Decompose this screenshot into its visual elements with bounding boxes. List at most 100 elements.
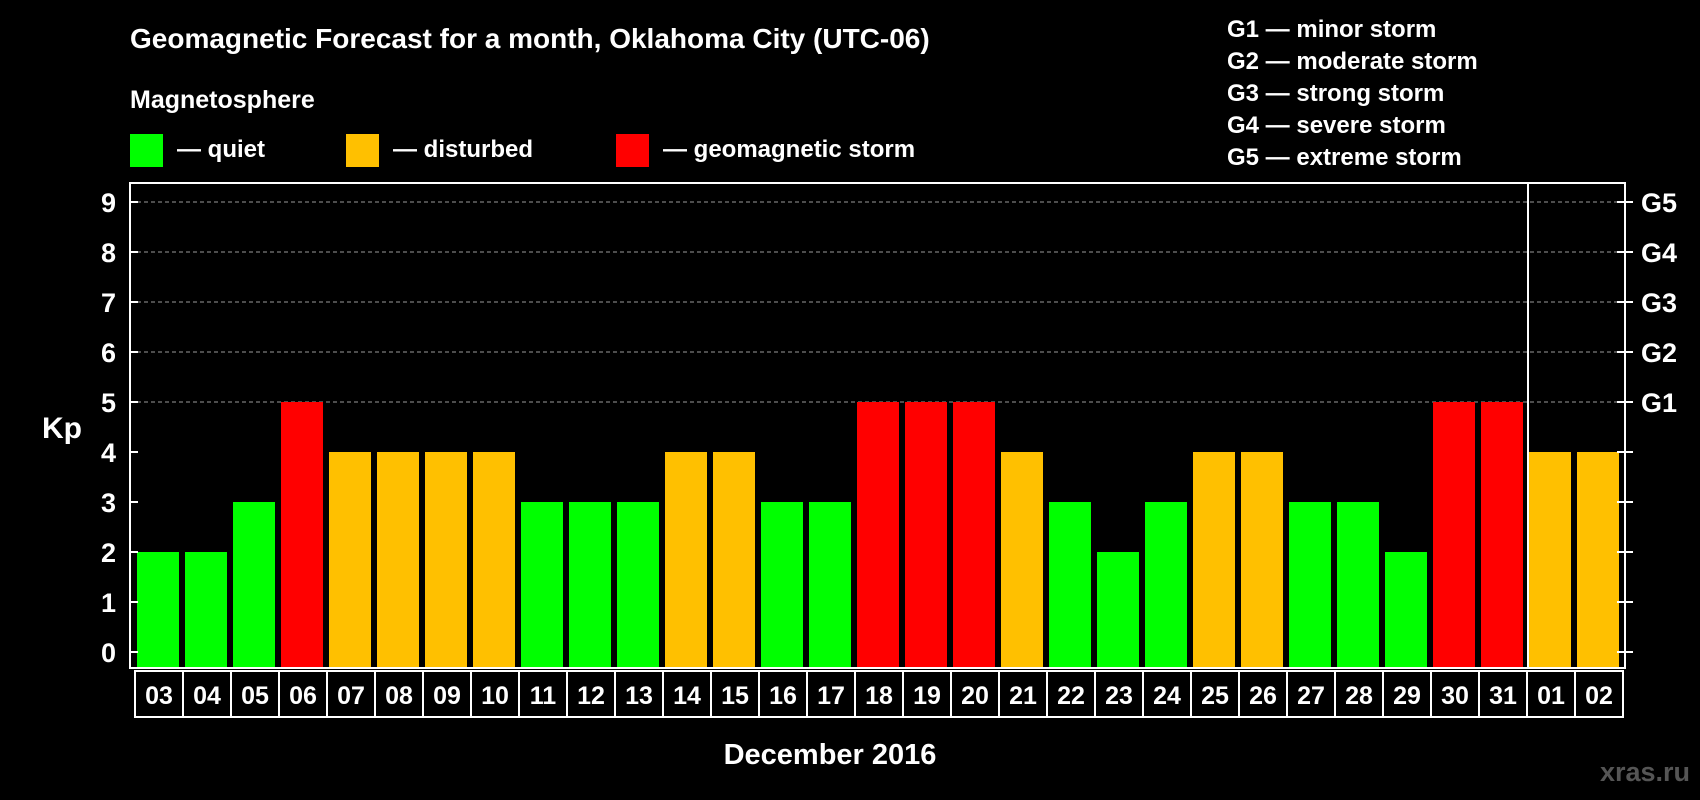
x-tick-label-10: 10 xyxy=(481,682,509,710)
plot-frame xyxy=(129,182,1626,669)
x-tick-label-08: 08 xyxy=(385,682,413,710)
bar-05 xyxy=(233,502,275,668)
bars xyxy=(137,402,1619,668)
x-tick-label-13: 13 xyxy=(625,682,653,710)
x-tick-label-26: 26 xyxy=(1249,682,1277,710)
x-tick-label-24: 24 xyxy=(1153,682,1181,710)
bar-09 xyxy=(425,452,467,668)
bar-21 xyxy=(1001,452,1043,668)
y-tick-label-2: 2 xyxy=(101,538,116,568)
bar-31 xyxy=(1481,402,1523,668)
bar-17 xyxy=(809,502,851,668)
x-tick-label-06: 06 xyxy=(289,682,317,710)
bar-03 xyxy=(137,552,179,668)
y-tick-label-6: 6 xyxy=(101,338,116,368)
bar-13 xyxy=(617,502,659,668)
x-tick-label-29: 29 xyxy=(1393,682,1421,710)
x-tick-label-01: 01 xyxy=(1537,682,1565,710)
bar-25 xyxy=(1193,452,1235,668)
bar-15 xyxy=(713,452,755,668)
storm-scale-g1: G1 — minor storm xyxy=(1227,16,1436,43)
x-tick-label-17: 17 xyxy=(817,682,845,710)
storm-scale-g3: G3 — strong storm xyxy=(1227,80,1444,107)
bar-07 xyxy=(329,452,371,668)
bar-01 xyxy=(1529,452,1571,668)
x-tick-label-18: 18 xyxy=(865,682,893,710)
x-tick-labels: 03 04 05 06 07 08 09 10 11 12 13 14 15 16 17 18 19 20 21 22… xyxy=(134,670,1624,718)
legend-label-disturbed: — disturbed xyxy=(393,136,533,163)
bar-04 xyxy=(185,552,227,668)
legend-swatch-disturbed xyxy=(346,134,379,167)
legend-swatch-quiet xyxy=(130,134,163,167)
y-tick-label-3: 3 xyxy=(101,488,116,518)
y-tick-label-5: 5 xyxy=(101,388,116,418)
legend-label-quiet: — quiet xyxy=(177,136,265,163)
x-tick-label-27: 27 xyxy=(1297,682,1325,710)
x-tick-label-12: 12 xyxy=(577,682,605,710)
bar-14 xyxy=(665,452,707,668)
x-tick-label-02: 02 xyxy=(1585,682,1613,710)
bar-22 xyxy=(1049,502,1091,668)
bar-23 xyxy=(1097,552,1139,668)
bar-08 xyxy=(377,452,419,668)
bar-11 xyxy=(521,502,563,668)
y-tick-label-1: 1 xyxy=(101,588,116,618)
bar-28 xyxy=(1337,502,1379,668)
right-tick-label-g3: G3 xyxy=(1641,288,1677,318)
x-tick-label-03: 03 xyxy=(145,682,173,710)
x-tick-label-16: 16 xyxy=(769,682,797,710)
y-tick-label-0: 0 xyxy=(101,638,116,668)
x-tick-label-28: 28 xyxy=(1345,682,1373,710)
bar-18 xyxy=(857,402,899,668)
bar-20 xyxy=(953,402,995,668)
bar-24 xyxy=(1145,502,1187,668)
y-tick-label-8: 8 xyxy=(101,238,116,268)
x-tick-label-21: 21 xyxy=(1009,682,1037,710)
bar-19 xyxy=(905,402,947,668)
x-tick-label-04: 04 xyxy=(193,682,221,710)
x-tick-label-19: 19 xyxy=(913,682,941,710)
x-tick-label-31: 31 xyxy=(1489,682,1517,710)
y-axis-label: Kp xyxy=(42,412,82,445)
bar-16 xyxy=(761,502,803,668)
chart-title: Geomagnetic Forecast for a month, Oklaho… xyxy=(130,23,930,54)
x-tick-label-20: 20 xyxy=(961,682,989,710)
grid-lines xyxy=(130,183,1625,668)
x-tick-label-25: 25 xyxy=(1201,682,1229,710)
x-axis-label: December 2016 xyxy=(724,739,937,771)
y-tick-label-9: 9 xyxy=(101,188,116,218)
bar-29 xyxy=(1385,552,1427,668)
x-tick-label-14: 14 xyxy=(673,682,701,710)
storm-scale-g2: G2 — moderate storm xyxy=(1227,48,1478,75)
bar-30 xyxy=(1433,402,1475,668)
legend-label-storm: — geomagnetic storm xyxy=(663,136,915,163)
y-tick-label-7: 7 xyxy=(101,288,116,318)
bar-10 xyxy=(473,452,515,668)
right-tick-label-g2: G2 xyxy=(1641,338,1677,368)
x-tick-label-23: 23 xyxy=(1105,682,1133,710)
watermark: xras.ru xyxy=(1600,757,1690,787)
x-tick-label-15: 15 xyxy=(721,682,749,710)
right-tick-label-g4: G4 xyxy=(1641,238,1677,268)
bar-02 xyxy=(1577,452,1619,668)
bar-06 xyxy=(281,402,323,668)
x-tick-label-05: 05 xyxy=(241,682,269,710)
bar-26 xyxy=(1241,452,1283,668)
legend-swatch-storm xyxy=(616,134,649,167)
y-tick-label-4: 4 xyxy=(101,438,116,468)
storm-scale-g5: G5 — extreme storm xyxy=(1227,144,1462,171)
legend-heading: Magnetosphere xyxy=(130,86,315,114)
storm-scale-g4: G4 — severe storm xyxy=(1227,112,1446,139)
x-tick-label-30: 30 xyxy=(1441,682,1469,710)
bar-27 xyxy=(1289,502,1331,668)
x-tick-box-02 xyxy=(1574,670,1624,718)
x-tick-label-07: 07 xyxy=(337,682,365,710)
right-tick-label-g5: G5 xyxy=(1641,188,1677,218)
right-tick-label-g1: G1 xyxy=(1641,388,1677,418)
x-tick-label-22: 22 xyxy=(1057,682,1085,710)
axis-ticks: 0 1 2 3 4 5 6 7 8 9 G1 G2 G3 G4 G5 xyxy=(101,188,1677,668)
x-tick-label-09: 09 xyxy=(433,682,461,710)
x-tick-label-11: 11 xyxy=(530,682,557,710)
bar-12 xyxy=(569,502,611,668)
